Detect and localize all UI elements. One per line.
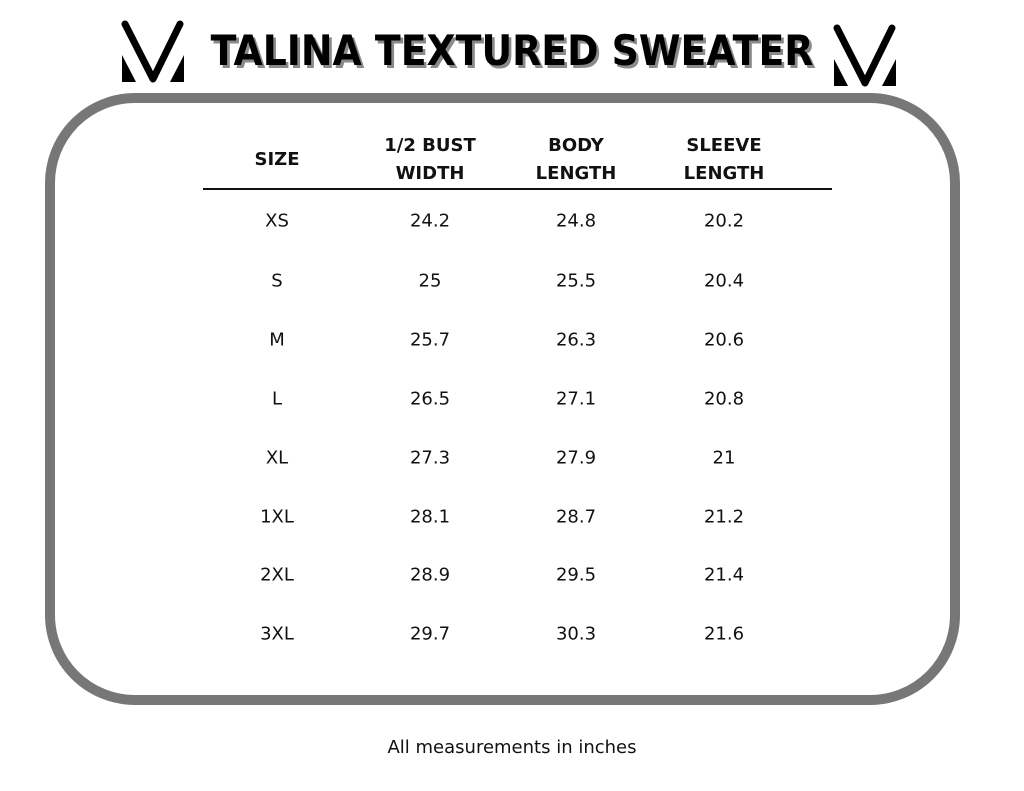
measurement-value: 20.8 bbox=[703, 388, 745, 410]
v-logo-icon bbox=[833, 24, 896, 87]
measurement-value: 20.4 bbox=[703, 270, 745, 292]
measurement-value: 29.7 bbox=[409, 623, 451, 645]
size-chart-frame bbox=[45, 93, 960, 705]
size-label: XS bbox=[265, 210, 289, 232]
v-logo-icon bbox=[121, 20, 184, 83]
measurement-value: 27.1 bbox=[555, 388, 597, 410]
column-header: SLEEVE LENGTH bbox=[683, 135, 765, 184]
size-label: 2XL bbox=[260, 564, 294, 586]
measurement-value: 27.3 bbox=[409, 447, 451, 469]
size-label: M bbox=[269, 329, 285, 351]
measurement-value: 24.8 bbox=[555, 210, 597, 232]
measurement-value: 20.2 bbox=[703, 210, 745, 232]
measurement-value: 21.6 bbox=[703, 623, 745, 645]
column-header: 1/2 BUST WIDTH bbox=[384, 135, 476, 184]
size-label: 3XL bbox=[260, 623, 294, 645]
column-header: BODY LENGTH bbox=[535, 135, 617, 184]
measurement-value: 26.5 bbox=[409, 388, 451, 410]
page-title: TALINA TEXTURED SWEATER bbox=[210, 26, 814, 75]
measurement-value: 28.9 bbox=[409, 564, 451, 586]
measurement-value: 29.5 bbox=[555, 564, 597, 586]
measurement-value: 26.3 bbox=[555, 329, 597, 351]
measurement-value: 21 bbox=[712, 447, 736, 469]
measurement-value: 20.6 bbox=[703, 329, 745, 351]
measurement-value: 25.5 bbox=[555, 270, 597, 292]
measurement-value: 25.7 bbox=[409, 329, 451, 351]
measurement-value: 30.3 bbox=[555, 623, 597, 645]
measurement-value: 28.7 bbox=[555, 506, 597, 528]
size-label: XL bbox=[265, 447, 289, 469]
size-label: L bbox=[271, 388, 283, 410]
measurement-value: 28.1 bbox=[409, 506, 451, 528]
measurement-value: 21.4 bbox=[703, 564, 745, 586]
measurement-value: 21.2 bbox=[703, 506, 745, 528]
measurement-note: All measurements in inches bbox=[387, 737, 637, 758]
column-header: SIZE bbox=[254, 149, 300, 170]
size-label: S bbox=[271, 270, 283, 292]
size-label: 1XL bbox=[260, 506, 294, 528]
measurement-value: 25 bbox=[418, 270, 442, 292]
measurement-value: 24.2 bbox=[409, 210, 451, 232]
header-divider bbox=[203, 188, 832, 190]
measurement-value: 27.9 bbox=[555, 447, 597, 469]
